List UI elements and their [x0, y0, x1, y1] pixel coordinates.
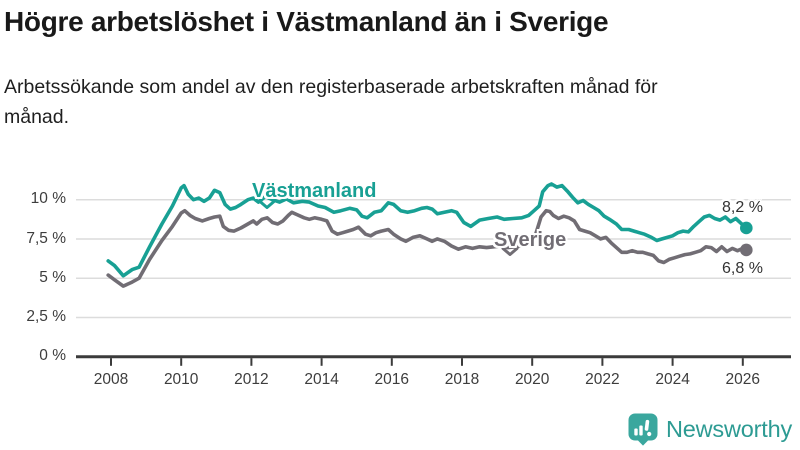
newsworthy-logo-icon	[628, 413, 658, 446]
x-axis-tick-label: 2014	[304, 371, 339, 388]
end-value-label-vastmanland: 8,2 %	[722, 199, 763, 216]
y-axis-tick-label: 5 %	[39, 268, 66, 286]
end-dot-sverige	[740, 243, 753, 257]
label-pointer-icon	[501, 247, 519, 256]
end-dot-västmanland	[740, 221, 753, 235]
line-västmanland	[106, 182, 749, 278]
chart-subtitle: Arbetssökande som andel av den registerb…	[4, 76, 658, 128]
y-axis-tick-label: 0 %	[39, 347, 66, 365]
end-value-label-sverige: 6,8 %	[722, 260, 763, 277]
x-axis-tick-label: 2016	[374, 371, 410, 388]
newsworthy-logo[interactable]: Newsworthy	[628, 412, 792, 446]
x-axis-tick-label: 2024	[655, 371, 690, 388]
line-sverige	[106, 208, 749, 288]
series-label-sverige: Sverige	[494, 229, 567, 251]
x-axis-tick-label: 2026	[725, 371, 761, 388]
page-title: Högre arbetslöshet i Västmanland än i Sv…	[4, 6, 609, 37]
y-axis-tick-label: 10 %	[30, 190, 66, 207]
y-axis-tick-label: 2,5 %	[26, 308, 66, 325]
y-axis-tick-label: 7,5 %	[26, 229, 66, 247]
x-axis-tick-label: 2012	[234, 371, 269, 388]
series-label-vastmanland: Västmanland	[252, 180, 377, 202]
newsworthy-logo-text: Newsworthy	[666, 415, 792, 442]
label-pointer-icon	[258, 200, 276, 209]
x-axis-tick-label: 2020	[514, 371, 550, 388]
x-axis-tick-label: 2022	[585, 371, 620, 388]
x-axis-tick-label: 2018	[444, 371, 480, 388]
x-axis-tick-label: 2010	[163, 371, 199, 388]
x-axis-tick-label: 2008	[93, 371, 129, 388]
